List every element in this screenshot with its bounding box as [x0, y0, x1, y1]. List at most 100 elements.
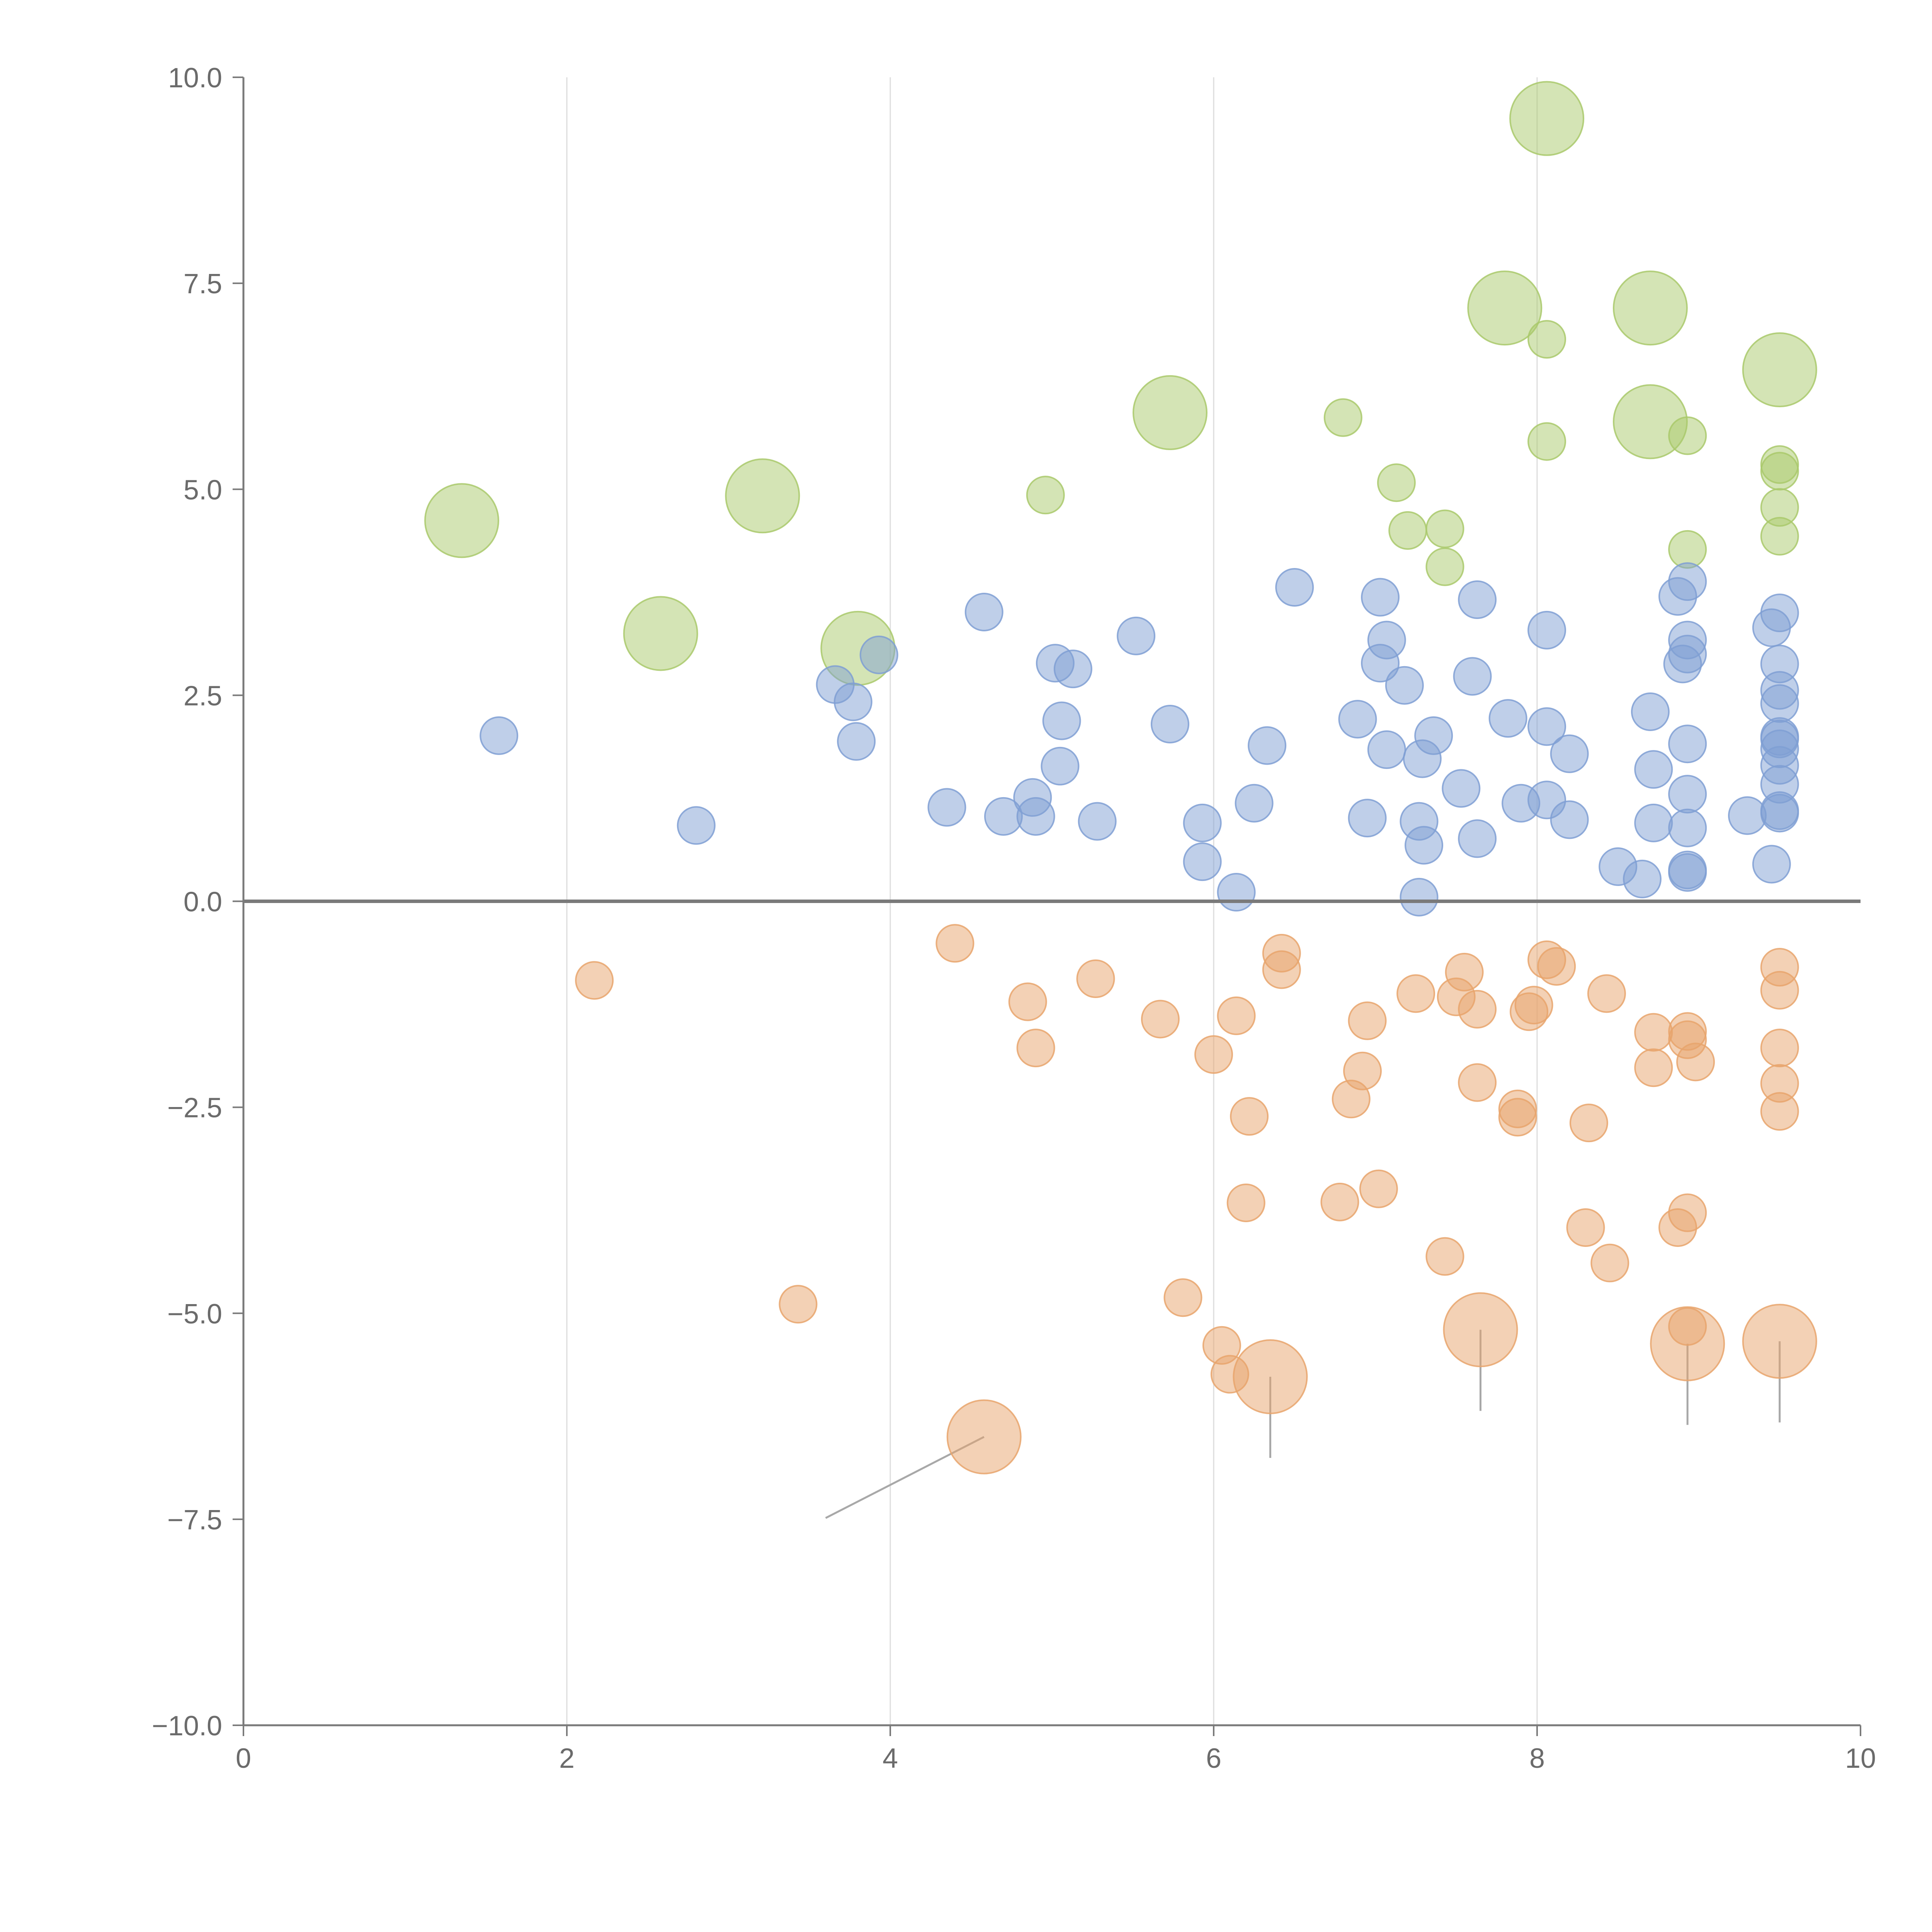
data-point: [1634, 750, 1673, 789]
data-point: [1550, 800, 1589, 839]
data-point: [1634, 1013, 1673, 1052]
data-point: [1235, 784, 1274, 823]
data-point: [1338, 700, 1377, 739]
data-point: [1151, 705, 1190, 744]
data-point: [1230, 1097, 1269, 1136]
data-point: [1569, 1104, 1608, 1143]
data-point: [1650, 1306, 1725, 1381]
data-point: [1367, 730, 1406, 769]
data-point: [1359, 1169, 1398, 1208]
data-point: [1217, 996, 1256, 1035]
data-point: [1385, 666, 1424, 705]
y-tick-label: −7.5: [167, 1505, 222, 1536]
data-point: [1566, 1208, 1605, 1247]
data-point: [1509, 81, 1585, 156]
data-point: [1248, 726, 1287, 765]
data-point: [1233, 1339, 1308, 1414]
data-point: [480, 716, 519, 755]
data-point: [1527, 611, 1566, 650]
tick-labels: 0 2 4 6 8 10 10.0 7.5 5.0 2.5 0.0 −2.5 −5.0 −7.5 −10.0: [152, 63, 1876, 1774]
data-point: [1041, 747, 1080, 786]
data-point: [1631, 692, 1670, 731]
data-point: [1658, 1208, 1697, 1247]
data-point: [1752, 608, 1791, 647]
data-point: [1668, 775, 1707, 814]
data-point: [1076, 959, 1115, 998]
data-point: [1458, 819, 1497, 858]
data-point: [1527, 320, 1566, 359]
data-point: [1332, 1080, 1371, 1119]
data-point: [1623, 859, 1662, 898]
y-tick-label: 0.0: [184, 887, 222, 918]
y-tick-label: −2.5: [167, 1093, 222, 1124]
data-point: [1377, 463, 1416, 502]
data-point: [424, 483, 499, 558]
data-point: [1361, 578, 1400, 617]
data-point: [1226, 1183, 1265, 1222]
y-tick-label: 7.5: [184, 269, 222, 299]
data-point: [1323, 398, 1362, 437]
data-point: [1760, 794, 1799, 833]
data-point: [1760, 684, 1799, 723]
data-point: [1742, 332, 1817, 408]
data-point: [1348, 1001, 1387, 1040]
data-point: [1760, 1092, 1799, 1131]
data-point: [1668, 724, 1707, 764]
data-point: [1348, 799, 1387, 838]
data-point: [927, 788, 966, 827]
data-point: [1053, 650, 1092, 689]
data-point: [1498, 1098, 1537, 1137]
data-point: [1550, 734, 1589, 773]
data-point: [935, 924, 975, 963]
y-tick-label: −10.0: [152, 1711, 222, 1742]
data-point: [575, 961, 614, 1000]
data-point: [1275, 568, 1314, 607]
y-tick-label: 5.0: [184, 474, 222, 505]
x-tick-label: 4: [883, 1743, 898, 1774]
data-point: [1443, 1292, 1518, 1367]
data-point: [1458, 580, 1497, 619]
x-tick-label: 8: [1529, 1743, 1545, 1774]
y-tick-label: 2.5: [184, 680, 222, 711]
data-point: [1502, 784, 1541, 823]
data-point: [984, 797, 1023, 836]
data-point: [1590, 1243, 1629, 1282]
data-point: [1361, 644, 1400, 683]
data-point: [1760, 517, 1799, 556]
data-point: [1467, 270, 1543, 346]
data-point: [1217, 873, 1256, 912]
data-point: [1262, 950, 1301, 989]
data-point: [1388, 511, 1427, 550]
data-point: [1658, 577, 1697, 616]
data-point: [1425, 547, 1464, 586]
data-point: [1042, 701, 1081, 740]
data-point: [1141, 1000, 1180, 1039]
data-point: [1425, 509, 1464, 548]
data-point: [1016, 797, 1055, 836]
data-point: [946, 1399, 1022, 1475]
data-point: [1026, 476, 1065, 515]
y-tick-label: 10.0: [168, 63, 222, 94]
data-point: [1663, 645, 1702, 684]
data-point: [1634, 1048, 1673, 1087]
data-point: [1668, 416, 1707, 455]
data-point: [1405, 826, 1444, 865]
data-point: [1078, 802, 1117, 841]
data-point: [1527, 422, 1566, 461]
data-point: [1760, 452, 1799, 491]
data-point: [1587, 974, 1626, 1013]
data-point: [1760, 1029, 1799, 1068]
data-point: [779, 1285, 818, 1324]
data-point: [1396, 974, 1435, 1013]
data-point: [1537, 947, 1576, 986]
data-point: [1488, 699, 1527, 738]
series-orange: [575, 924, 1817, 1475]
data-point: [1634, 803, 1673, 842]
x-tick-label: 6: [1206, 1743, 1221, 1774]
data-point: [725, 458, 800, 534]
data-point: [1183, 842, 1222, 881]
data-point: [1510, 992, 1549, 1031]
data-point: [1320, 1182, 1359, 1221]
data-point: [1194, 1035, 1233, 1074]
data-point: [1403, 739, 1442, 778]
